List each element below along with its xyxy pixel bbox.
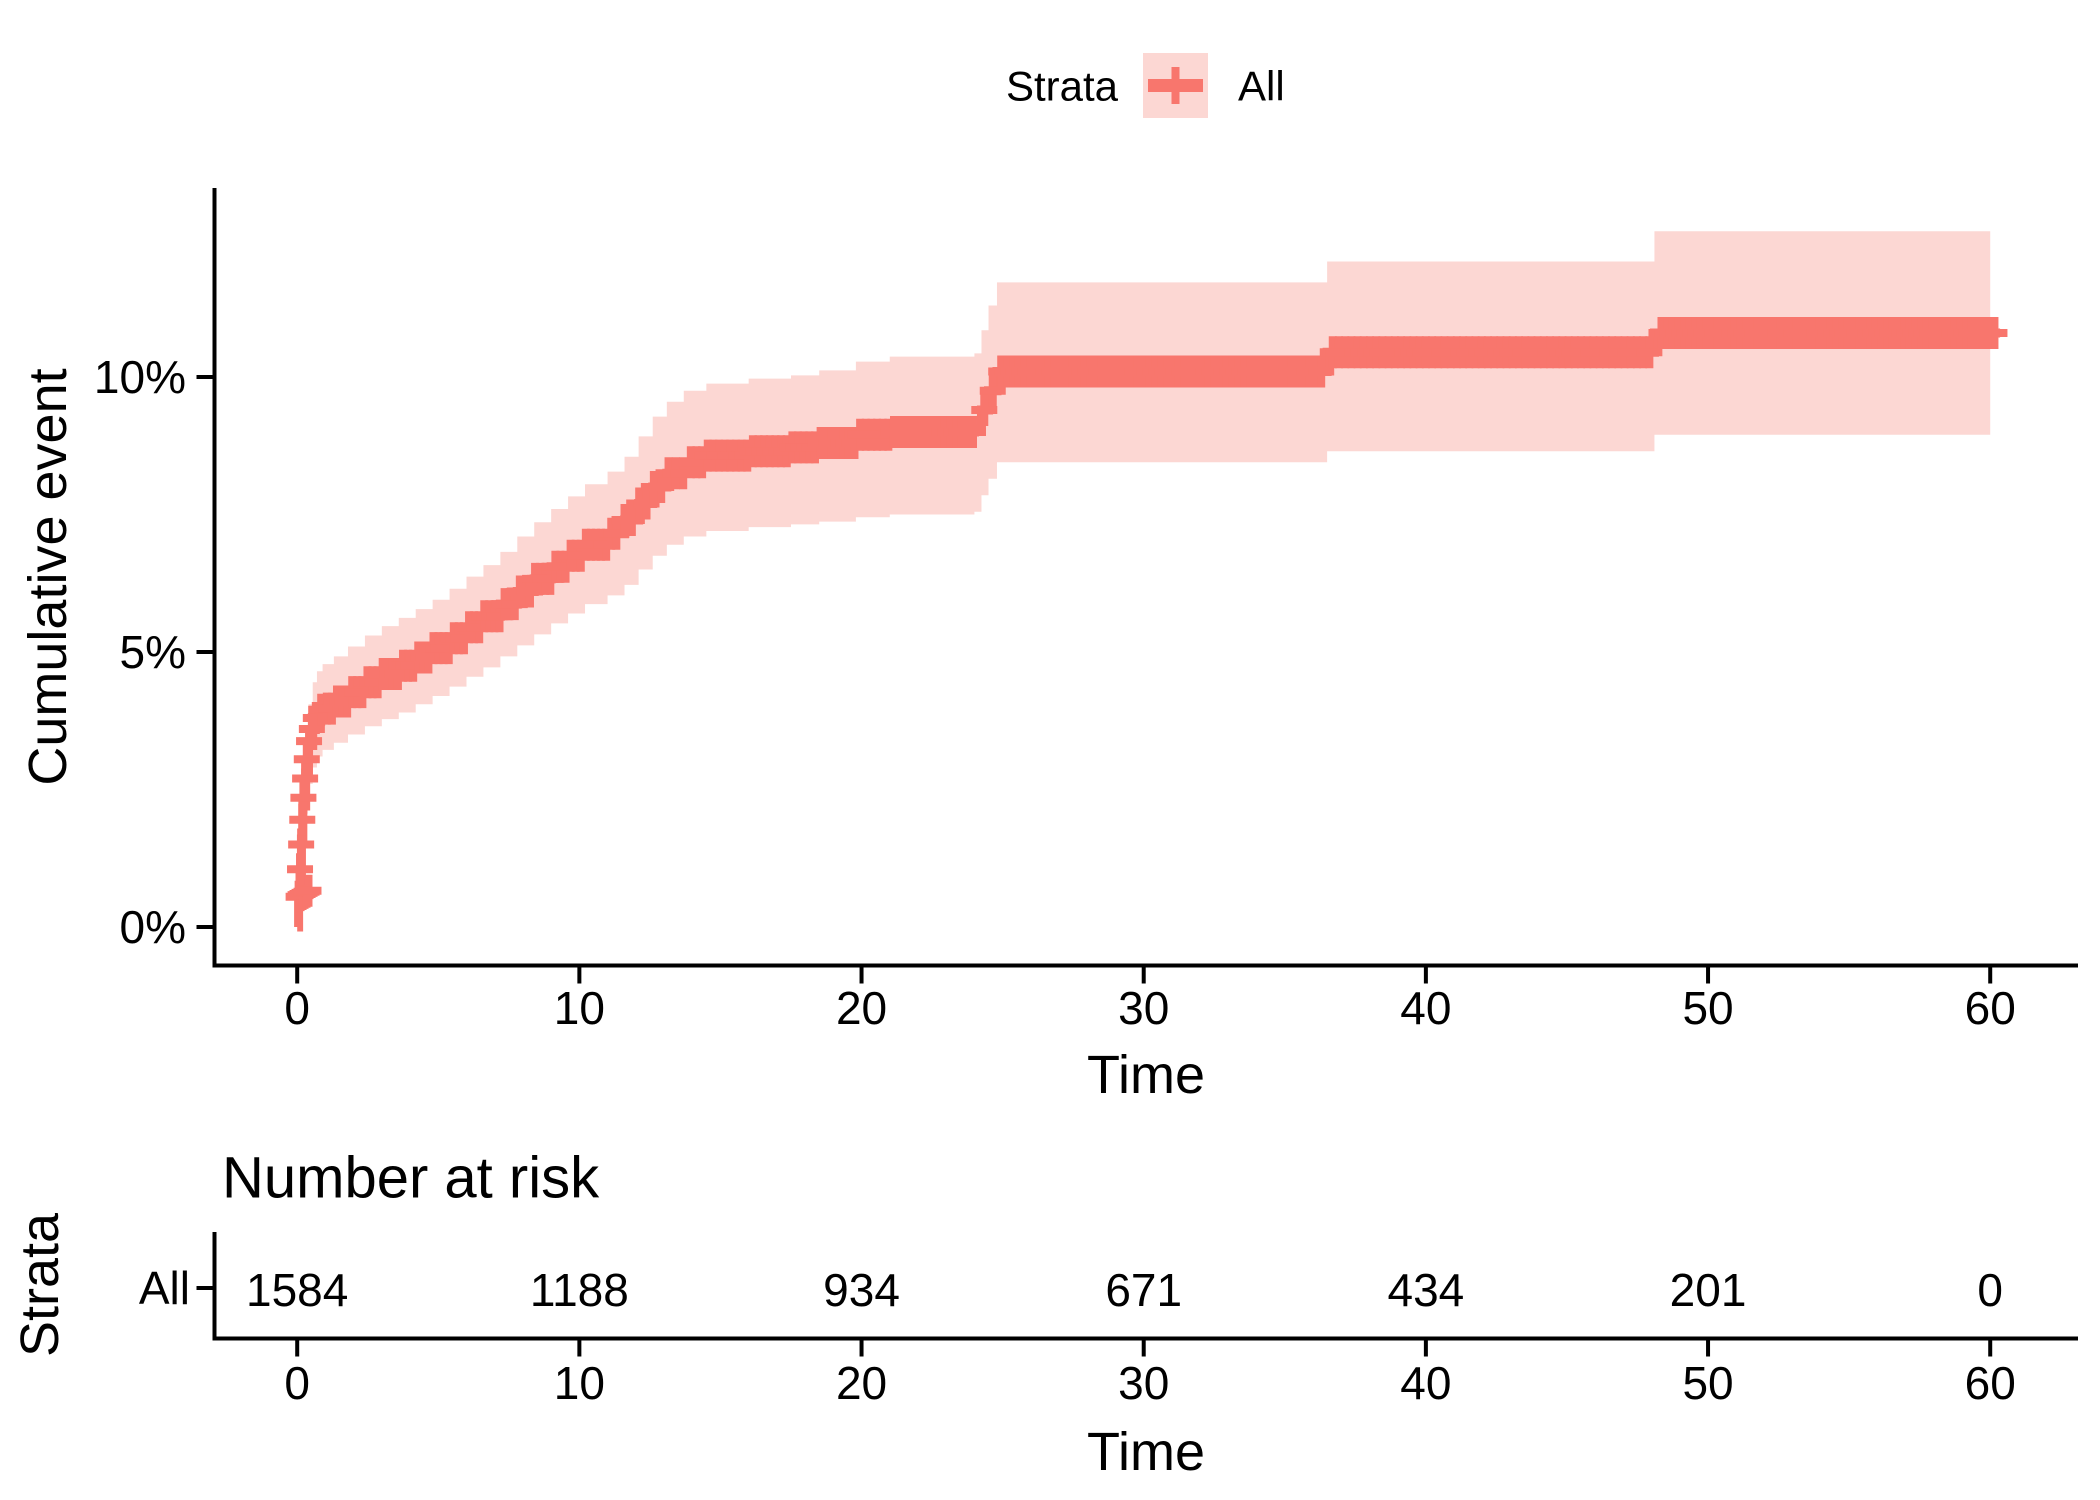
risk-x-tick-label: 0 [284,1357,310,1409]
risk-x-tick-label: 40 [1400,1357,1451,1409]
legend-item-label: All [1238,63,1285,110]
censor-marks [285,317,2008,913]
x-tick-label: 10 [554,982,605,1034]
risk-table-title: Number at risk [222,1146,600,1211]
main-x-axis-title: Time [1087,1045,1205,1105]
x-tick-label: 30 [1118,982,1169,1034]
legend-title: Strata [1006,63,1119,110]
risk-count-value: 201 [1670,1264,1747,1316]
legend: Strata All [1006,53,1285,118]
risk-count-value: 934 [823,1264,900,1316]
risk-x-tick-label: 10 [554,1357,605,1409]
risk-axes: 0 10 20 30 40 50 60 [196,1232,2078,1409]
confidence-band-area [297,231,1991,927]
y-tick-label: 0% [120,901,186,953]
confidence-band [297,231,1991,927]
x-tick-label: 0 [284,982,310,1034]
risk-strata-axis-title: Strata [10,1212,70,1357]
risk-x-tick-label: 50 [1682,1357,1733,1409]
main-plot: 0% 5% 10% 0 10 20 30 40 50 60 Cumulative event Ti… [18,188,2078,1105]
x-tick-label: 20 [836,982,887,1034]
x-tick-label: 40 [1400,982,1451,1034]
risk-x-tick-label: 20 [836,1357,887,1409]
risk-x-tick-label: 30 [1118,1357,1169,1409]
risk-count-value: 1188 [530,1264,629,1316]
risk-x-tick-label: 60 [1965,1357,2016,1409]
risk-table: Number at risk Strata All 0 10 20 30 40 50 60 … [10,1146,2078,1482]
main-y-axis-title: Cumulative event [18,368,78,785]
risk-x-axis-title: Time [1087,1422,1205,1482]
risk-count-value: 671 [1105,1264,1182,1316]
main-axes: 0% 5% 10% 0 10 20 30 40 50 60 [94,188,2078,1034]
y-tick-label: 10% [94,351,186,403]
x-tick-label: 50 [1682,982,1733,1034]
x-tick-label: 60 [1965,982,2016,1034]
risk-values: 1584 1188 934 671 434 201 0 [246,1264,2003,1316]
plus-cross-icon [1148,67,1203,104]
risk-row-label: All [139,1262,190,1314]
risk-count-value: 1584 [246,1264,348,1316]
y-tick-label: 5% [120,626,186,678]
risk-count-value: 434 [1388,1264,1465,1316]
risk-count-value: 0 [1977,1264,2003,1316]
